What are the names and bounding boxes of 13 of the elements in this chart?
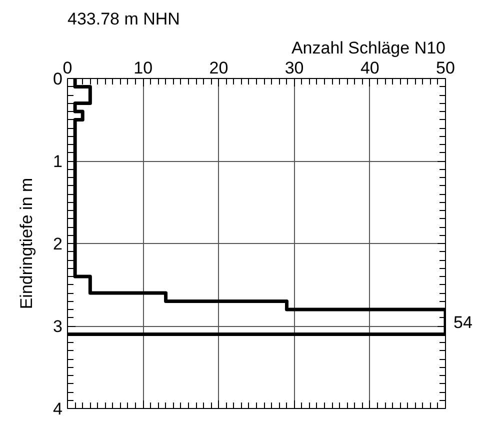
- y-tick-label: 4: [53, 400, 63, 418]
- x-tick-label: 50: [436, 58, 455, 78]
- x-tick-label: 10: [134, 58, 153, 78]
- y-tick-label: 3: [53, 317, 63, 336]
- x-tick-label: 20: [209, 58, 228, 78]
- annotation: 54: [454, 312, 472, 332]
- x-tick-label: 40: [360, 58, 380, 78]
- x-tick-label: 30: [284, 58, 304, 78]
- text: 433.78 m NHN: [68, 10, 180, 28]
- y-tick-label: 1: [53, 152, 63, 171]
- y-axis-title: Eindringtiefe in m: [17, 178, 36, 310]
- x-axis-title: Anzahl Schläge N10: [291, 38, 446, 58]
- y-tick-label: 2: [53, 234, 63, 254]
